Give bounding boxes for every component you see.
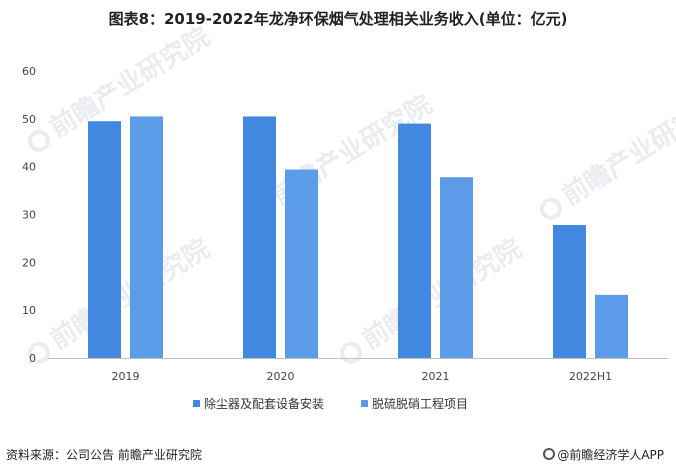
x-axis-labels: 2019 2020 2021 2022H1 xyxy=(112,370,613,383)
legend: 除尘器及配套设备安装 脱硫脱硝工程项目 xyxy=(193,396,468,411)
legend-label: 除尘器及配套设备安装 xyxy=(204,396,324,411)
y-tick-label: 10 xyxy=(22,304,36,317)
bar-dust-removal-2022H1 xyxy=(553,225,586,358)
x-tick-label: 2020 xyxy=(267,370,295,383)
bar-desulfurization-2020 xyxy=(285,169,318,358)
y-tick-label: 40 xyxy=(22,161,36,174)
bar-desulfurization-2022H1 xyxy=(595,294,628,358)
brand-logo-icon xyxy=(543,448,556,460)
bars xyxy=(88,116,628,358)
bar-desulfurization-2019 xyxy=(130,116,163,358)
brand-text: @前瞻经济学人APP xyxy=(557,448,664,462)
brand-credit: @前瞻经济学人APP xyxy=(543,446,664,463)
y-tick-label: 0 xyxy=(29,352,36,365)
chart-title: 图表8：2019-2022年龙净环保烟气处理相关业务收入(单位：亿元) xyxy=(108,10,568,28)
x-tick-label: 2022H1 xyxy=(569,370,612,383)
bar-desulfurization-2021 xyxy=(440,177,473,358)
y-tick-label: 20 xyxy=(22,256,36,269)
x-tick-label: 2021 xyxy=(422,370,450,383)
legend-swatch xyxy=(193,400,200,407)
y-tick-label: 50 xyxy=(22,113,36,126)
y-tick-label: 30 xyxy=(22,209,36,222)
bar-dust-removal-2021 xyxy=(398,123,431,358)
bar-dust-removal-2019 xyxy=(88,121,121,358)
legend-label: 脱硫脱硝工程项目 xyxy=(372,396,468,411)
y-axis-labels: 0 10 20 30 40 50 60 xyxy=(22,65,36,365)
y-tick-label: 60 xyxy=(22,65,36,78)
x-tick-label: 2019 xyxy=(112,370,140,383)
source-note: 资料来源：公司公告 前瞻产业研究院 xyxy=(6,448,202,462)
bar-chart: 0 10 20 30 40 50 60 2019 2020 2021 2022H1 除尘器及配套设… xyxy=(22,65,668,411)
legend-swatch xyxy=(361,400,368,407)
bar-dust-removal-2020 xyxy=(243,116,276,358)
